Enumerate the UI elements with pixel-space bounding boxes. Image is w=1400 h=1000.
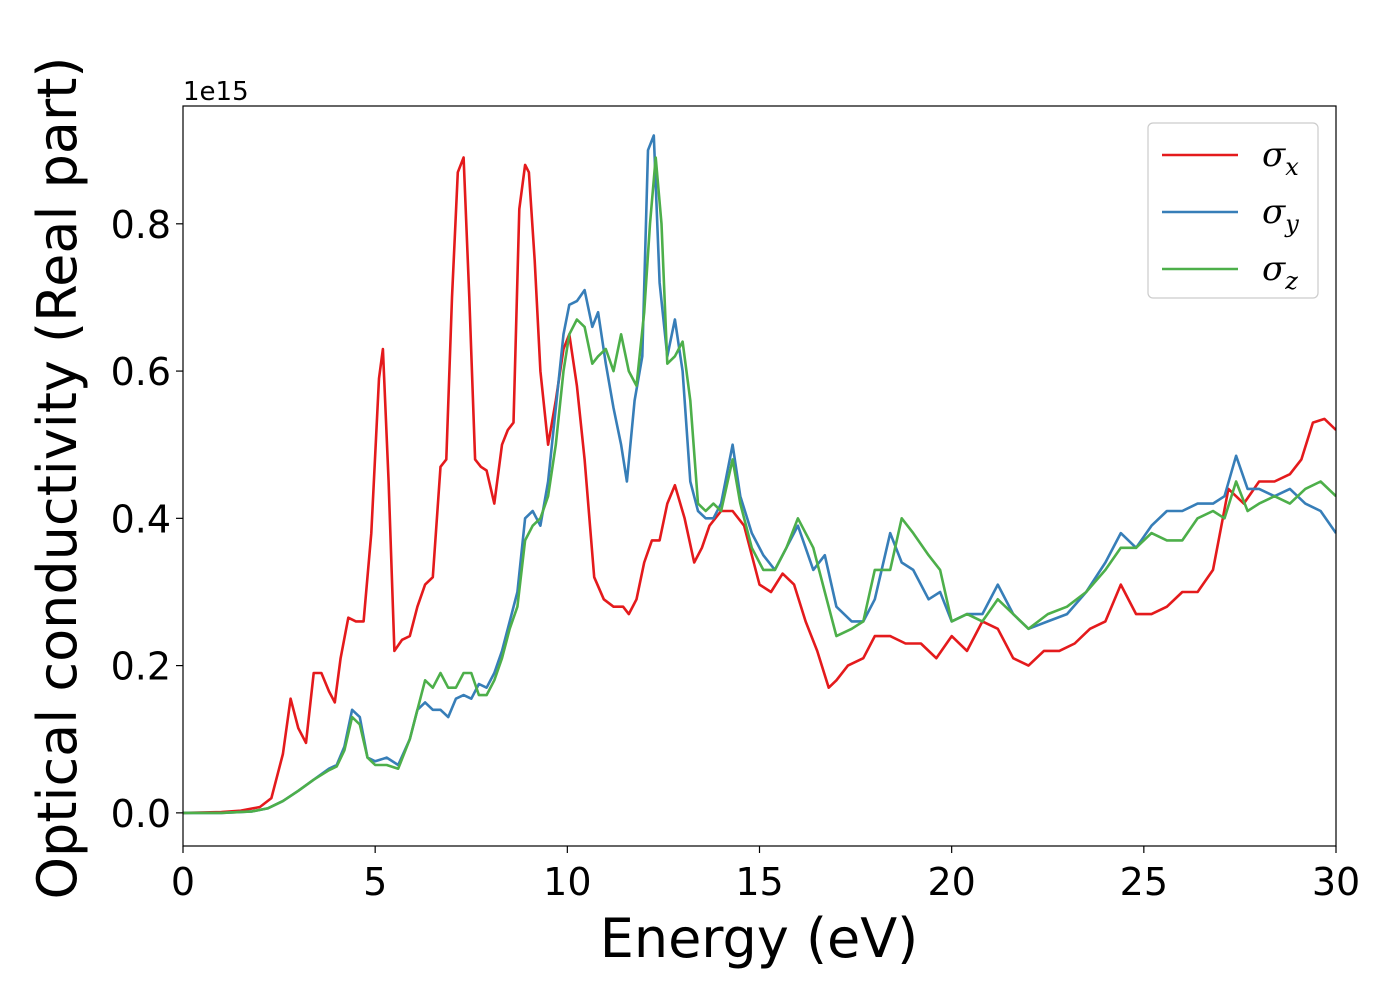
y-tick-label: 0.8: [111, 203, 171, 247]
y-tick-label: 0.4: [111, 497, 171, 541]
y-axis: 0.0 0.2 0.4 0.6 0.8: [111, 203, 183, 836]
x-axis-title: Energy (eV): [600, 907, 919, 970]
legend-subscript: x: [1285, 153, 1299, 181]
y-axis-title: Optical conductivity (Real part): [26, 57, 89, 900]
legend-label-z: σz: [1262, 249, 1298, 295]
y-offset-label: 1e15: [183, 77, 249, 107]
legend-subscript: y: [1284, 210, 1299, 238]
y-tick-label: 0.2: [111, 645, 171, 689]
legend-subscript: z: [1284, 267, 1298, 295]
legend-label-x: σx: [1262, 135, 1299, 181]
series-line-x: [183, 156, 1336, 815]
y-tick-label: 0.6: [111, 350, 171, 394]
x-tick-label: 20: [927, 860, 975, 904]
x-tick-label: 30: [1312, 860, 1360, 904]
x-tick-label: 0: [171, 860, 195, 904]
x-tick-label: 25: [1120, 860, 1168, 904]
legend-symbol: σ: [1262, 135, 1286, 175]
legend-symbol: σ: [1262, 192, 1286, 232]
series-layer: [183, 134, 1336, 815]
x-tick-label: 15: [735, 860, 783, 904]
x-axis: 0 5 10 15 20 25 30: [171, 846, 1360, 904]
legend-label-y: σy: [1262, 192, 1299, 238]
x-tick-label: 10: [543, 860, 591, 904]
x-tick-label: 5: [363, 860, 387, 904]
legend-symbol: σ: [1262, 249, 1286, 289]
series-line-z: [183, 156, 1336, 815]
y-tick-label: 0.0: [111, 792, 171, 836]
legend-box: [1147, 122, 1319, 299]
